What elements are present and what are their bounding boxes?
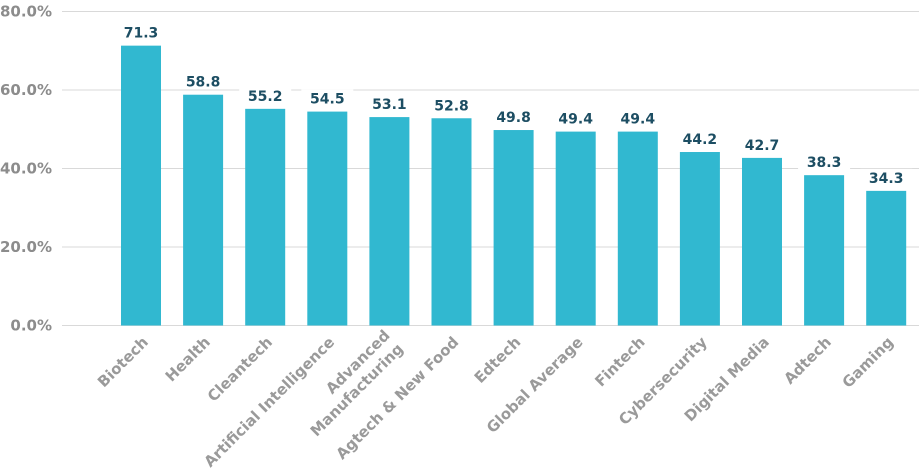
bar <box>679 152 720 326</box>
data-label: 54.5 <box>310 92 345 108</box>
data-label: 44.2 <box>683 132 718 148</box>
data-label-background <box>239 86 292 103</box>
data-labels: 71.3 58.8 55.2 54.5 53.1 52.8 49.8 49.4 49.4 44.2… <box>115 23 913 187</box>
data-label-background <box>798 153 851 170</box>
data-label: 52.8 <box>434 98 469 114</box>
data-label: 49.4 <box>621 112 656 128</box>
bar <box>555 131 596 326</box>
x-tick-label-line: Biotech <box>94 333 152 391</box>
bar <box>742 157 782 326</box>
bar <box>804 175 845 326</box>
data-label-background <box>115 23 167 40</box>
data-label-background <box>425 96 478 113</box>
y-tick-label: 0.0% <box>10 317 52 335</box>
bar <box>866 190 907 326</box>
y-tick-label: 80.0% <box>0 3 52 21</box>
data-label: 42.7 <box>745 138 780 154</box>
bar <box>493 130 534 326</box>
x-tick-label: Fintech <box>591 333 648 390</box>
x-tick-label: AdvancedManufacturing <box>293 326 407 440</box>
data-label: 55.2 <box>248 89 283 105</box>
data-label: 38.3 <box>807 155 842 171</box>
data-label-background <box>611 109 664 126</box>
x-tick-label-line: Gaming <box>839 333 897 391</box>
data-label-background <box>301 89 354 106</box>
data-label: 71.3 <box>124 26 159 42</box>
x-tick-label: Gaming <box>839 333 897 391</box>
x-tick-label-line: Fintech <box>591 333 648 390</box>
bar <box>369 117 410 326</box>
data-label: 49.8 <box>496 110 531 126</box>
y-tick-label: 60.0% <box>0 81 52 99</box>
bars <box>121 45 907 326</box>
x-tick-label: Biotech <box>94 333 152 391</box>
data-label: 58.8 <box>186 75 221 91</box>
x-tick-label-line: Edtech <box>471 333 525 387</box>
data-label: 49.4 <box>558 112 593 128</box>
x-tick-label-line: Health <box>162 333 214 385</box>
y-tick-label: 40.0% <box>0 160 52 178</box>
y-axis: 0.0% 20.0% 40.0% 60.0% 80.0% <box>0 3 52 335</box>
data-label-background <box>673 130 726 147</box>
bar <box>307 111 348 326</box>
bar <box>121 45 161 326</box>
x-tick-label: Health <box>162 333 214 385</box>
data-label: 34.3 <box>869 171 904 187</box>
data-label-background <box>363 95 416 112</box>
data-label-background <box>177 72 230 89</box>
bar <box>617 131 658 326</box>
data-label: 53.1 <box>372 97 407 113</box>
x-tick-label: Adtech <box>780 333 835 388</box>
y-tick-label: 20.0% <box>0 238 52 256</box>
data-label-background <box>860 168 913 185</box>
data-label-background <box>549 109 602 126</box>
bar <box>183 94 224 326</box>
bar <box>431 118 472 326</box>
x-tick-label: Edtech <box>471 333 525 387</box>
data-label-background <box>736 135 788 152</box>
x-tick-label-line: Adtech <box>780 333 835 388</box>
data-label-background <box>487 108 540 125</box>
bar <box>245 108 286 326</box>
